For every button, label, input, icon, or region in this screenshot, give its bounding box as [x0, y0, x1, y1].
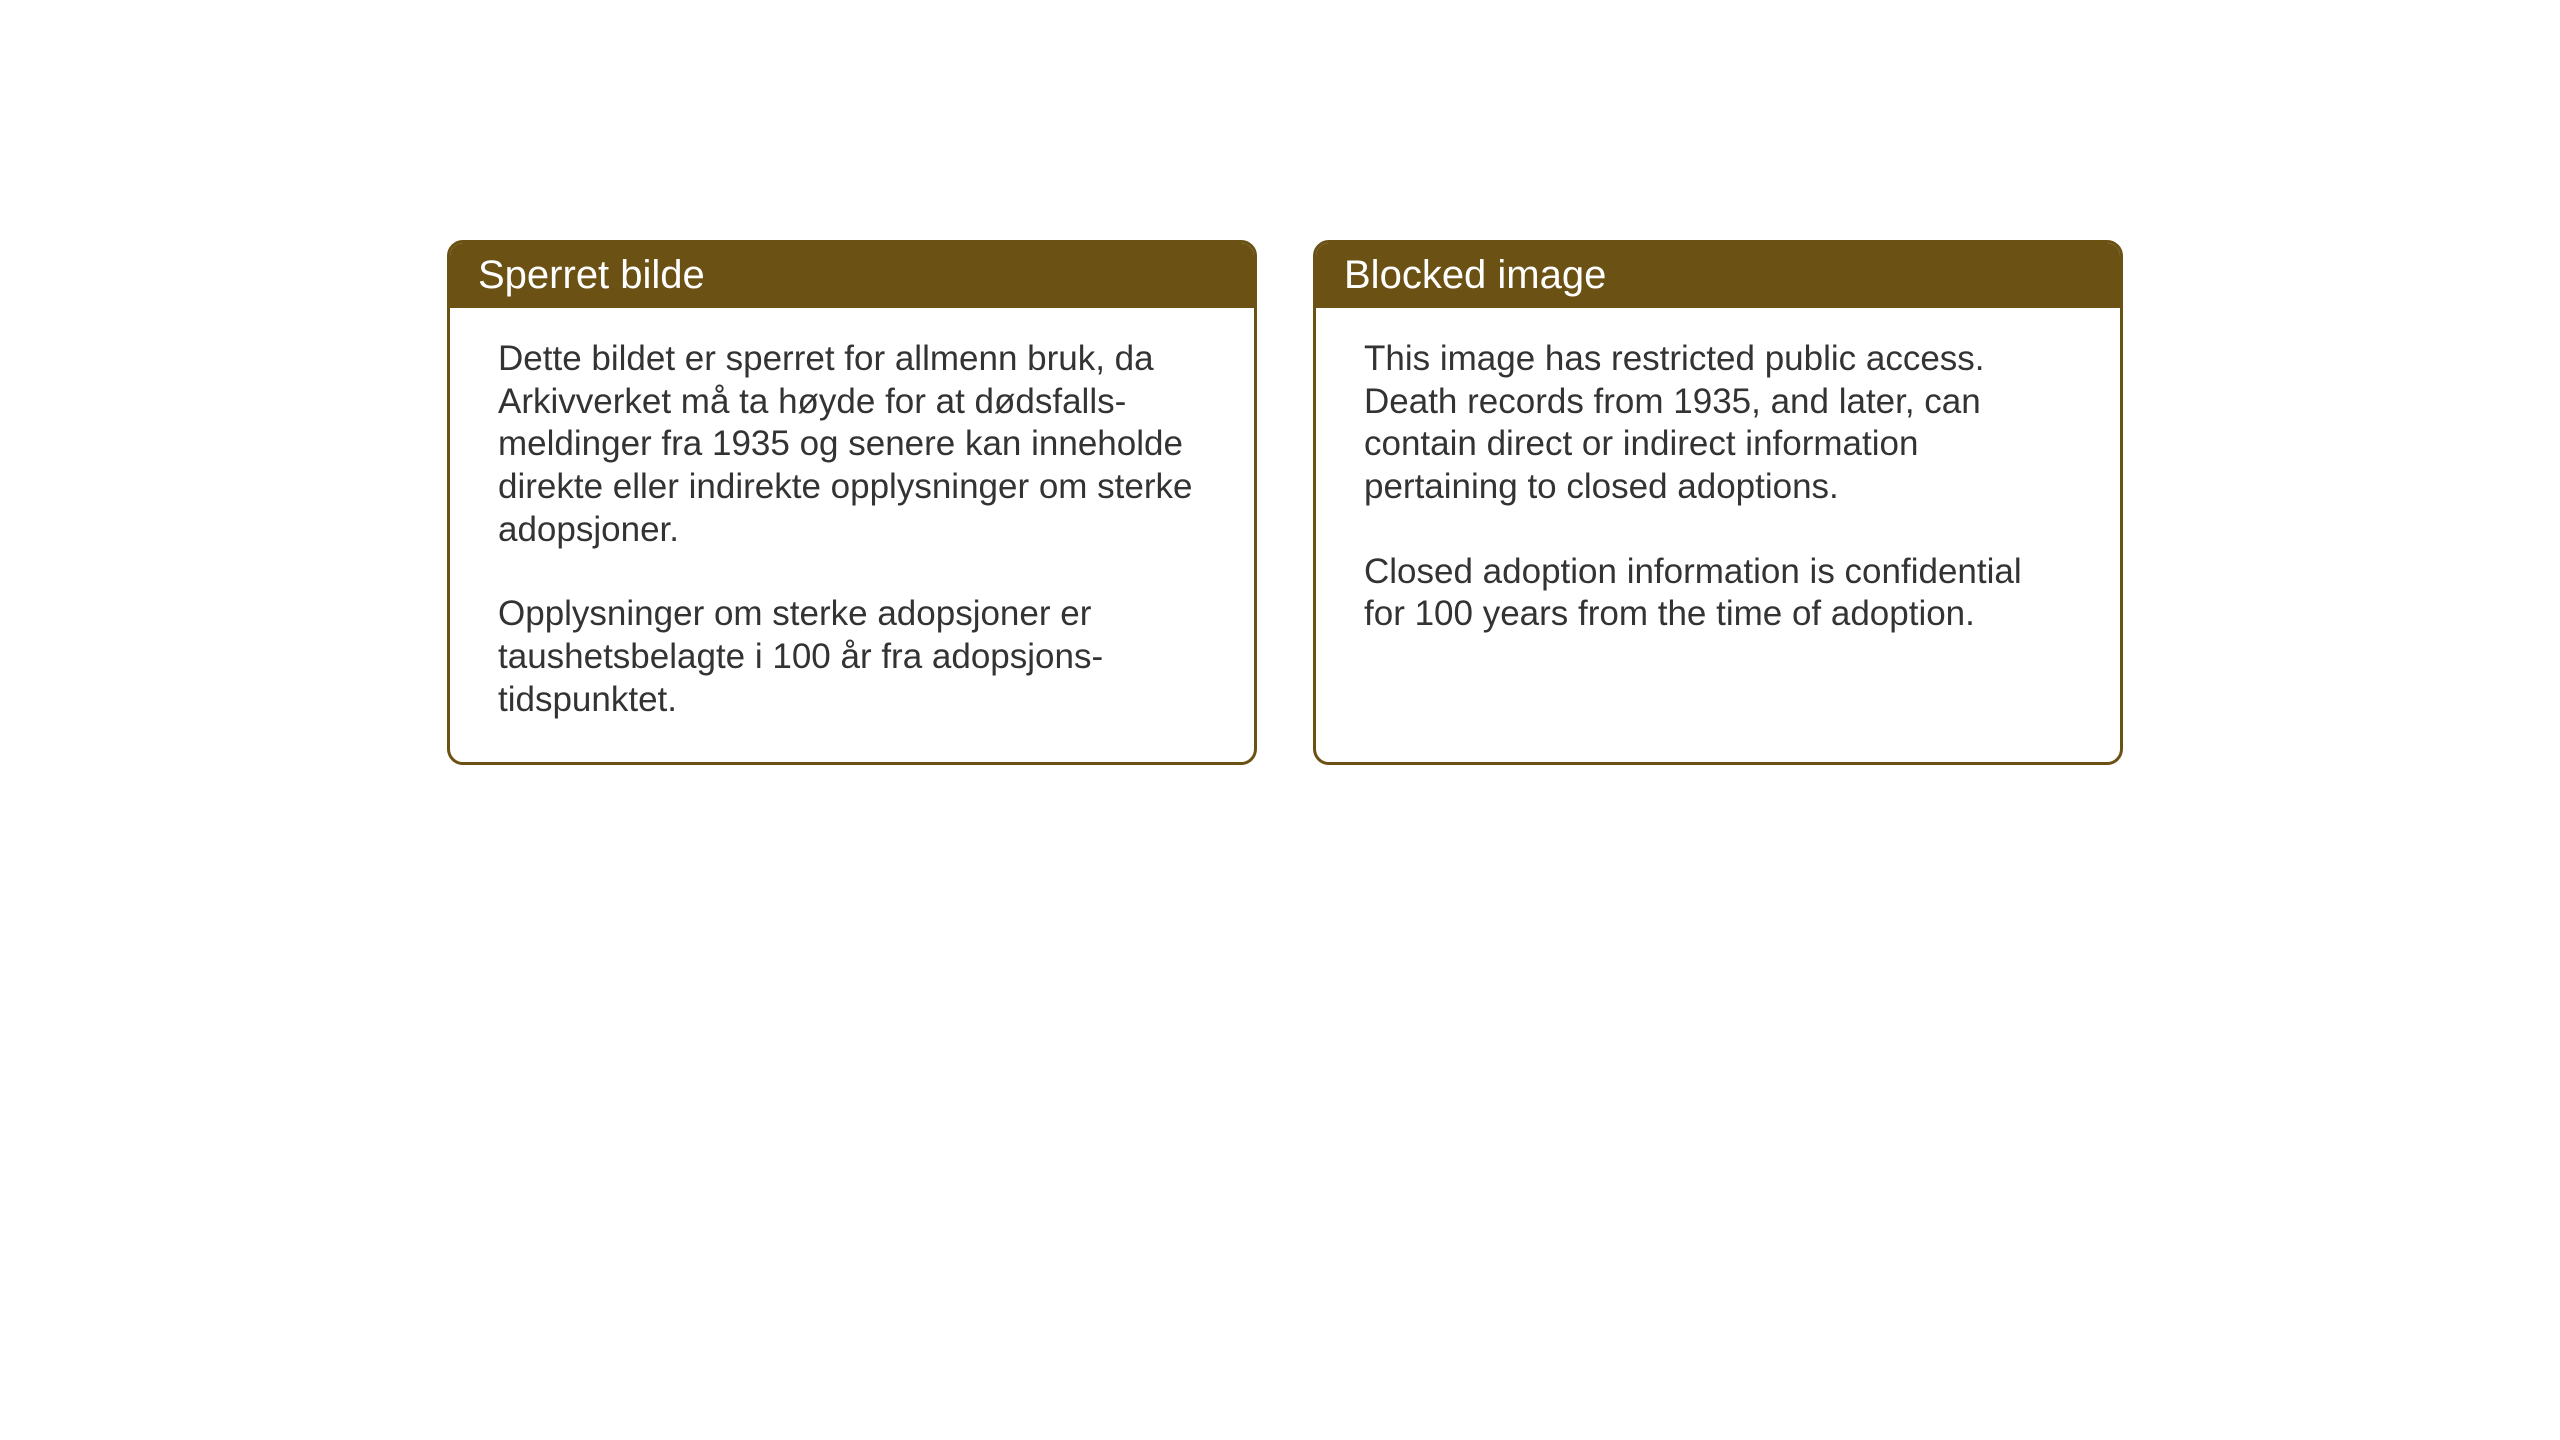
notice-header-norwegian: Sperret bilde	[450, 243, 1254, 308]
notice-body-norwegian: Dette bildet er sperret for allmenn bruk…	[450, 308, 1254, 762]
notices-container: Sperret bilde Dette bildet er sperret fo…	[447, 240, 2123, 765]
notice-paragraph-2-english: Closed adoption information is confident…	[1364, 551, 2072, 636]
notice-box-norwegian: Sperret bilde Dette bildet er sperret fo…	[447, 240, 1257, 765]
notice-paragraph-1-english: This image has restricted public access.…	[1364, 338, 2072, 509]
notice-paragraph-2-norwegian: Opplysninger om sterke adopsjoner er tau…	[498, 593, 1206, 721]
notice-box-english: Blocked image This image has restricted …	[1313, 240, 2123, 765]
notice-header-english: Blocked image	[1316, 243, 2120, 308]
notice-title-norwegian: Sperret bilde	[478, 253, 705, 297]
notice-title-english: Blocked image	[1344, 253, 1606, 297]
notice-paragraph-1-norwegian: Dette bildet er sperret for allmenn bruk…	[498, 338, 1206, 551]
notice-body-english: This image has restricted public access.…	[1316, 308, 2120, 676]
